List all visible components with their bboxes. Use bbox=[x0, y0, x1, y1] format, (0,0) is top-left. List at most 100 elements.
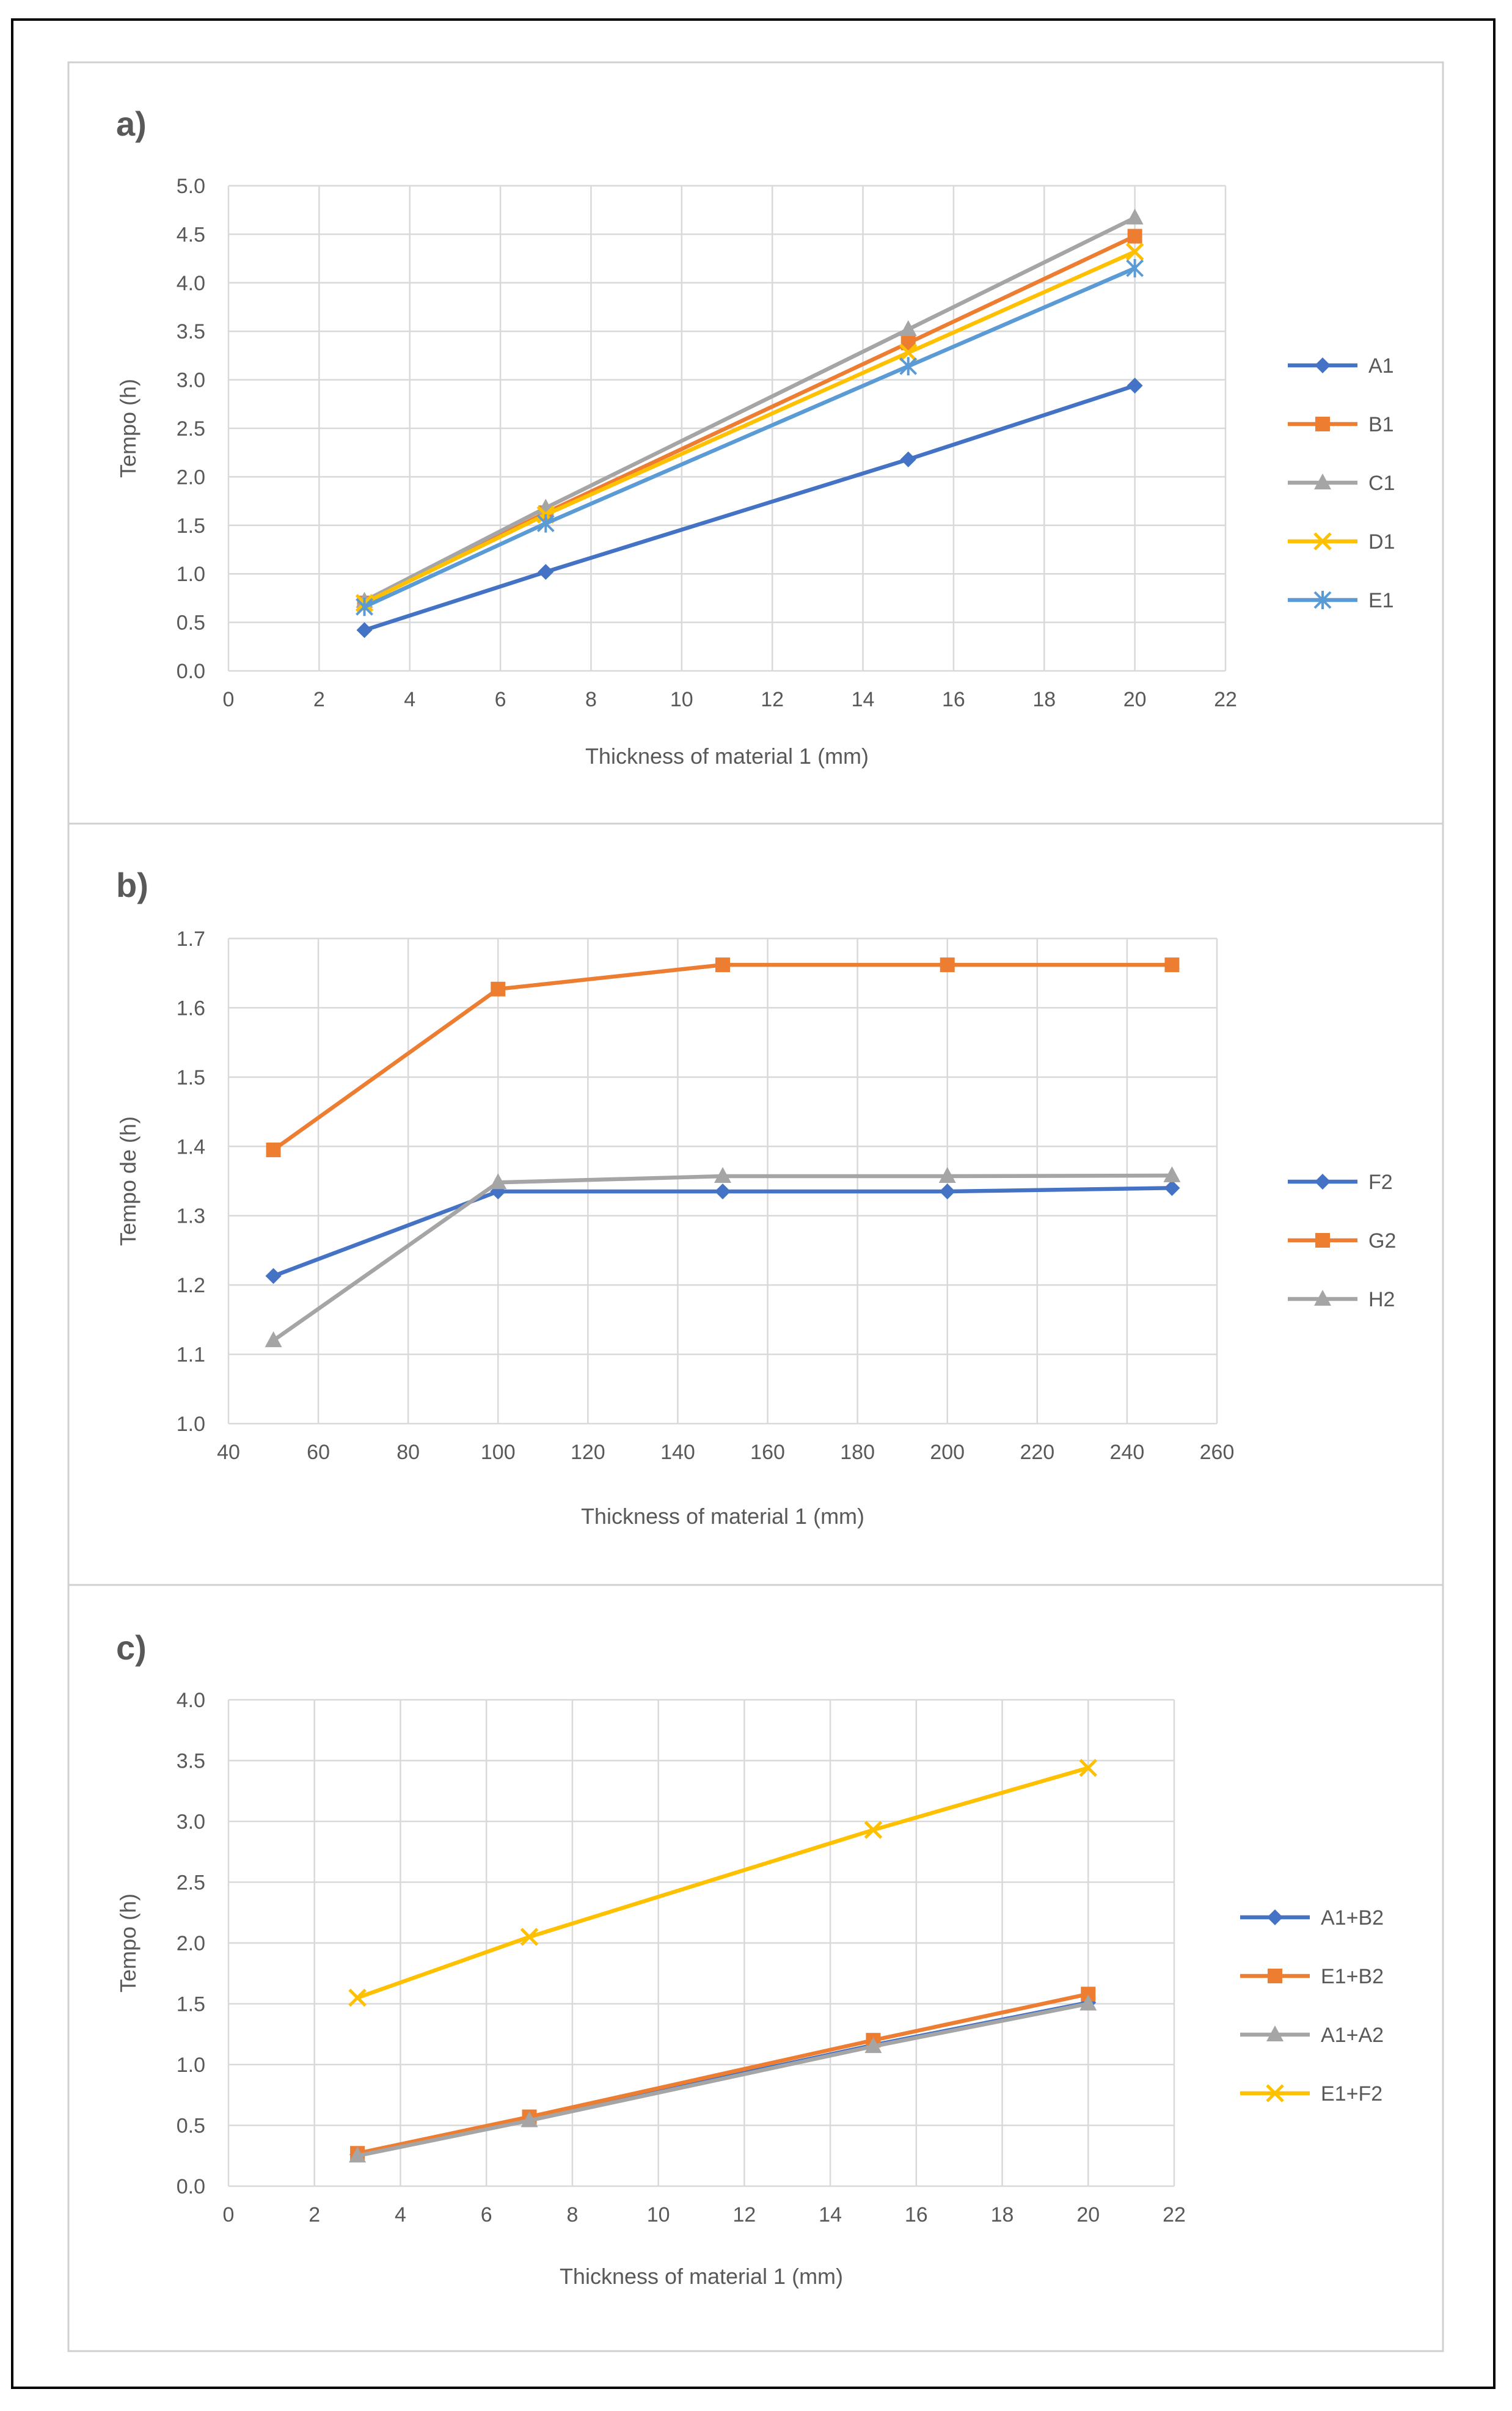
x-tick-label: 10 bbox=[647, 2203, 670, 2226]
data-point bbox=[714, 1167, 731, 1184]
data-point bbox=[1163, 1166, 1181, 1182]
x-tick-label: 20 bbox=[1123, 688, 1147, 711]
y-tick-label: 2.5 bbox=[177, 417, 205, 441]
data-point bbox=[520, 2111, 538, 2127]
chart-a: a) 0 2 4 6 8 10 12 14 16 18 20 22 0.0 0.5 1.0 1.5 2.0 2.5 3… bbox=[115, 104, 1395, 769]
y-tick-label: 0.0 bbox=[177, 660, 205, 683]
legend-label: H2 bbox=[1368, 1288, 1395, 1311]
y-tick-label: 1.0 bbox=[177, 563, 205, 586]
legend-item: F2 bbox=[1288, 1171, 1393, 1194]
x-tick-label: 6 bbox=[481, 2203, 492, 2226]
x-tick-label: 260 bbox=[1200, 1441, 1235, 1464]
y-tick-label: 1.6 bbox=[177, 997, 205, 1020]
y-tick-label: 3.5 bbox=[177, 1750, 205, 1773]
legend-label: A1 bbox=[1368, 354, 1394, 378]
series-line bbox=[355, 1992, 1090, 2156]
data-point bbox=[939, 1184, 955, 1200]
data-point bbox=[520, 1928, 539, 1946]
legend-marker bbox=[1315, 417, 1330, 431]
legend-label: D1 bbox=[1368, 530, 1395, 554]
legend-item: C1 bbox=[1288, 472, 1395, 495]
legend-label: E1+B2 bbox=[1321, 1965, 1384, 1988]
legend-item: A1+B2 bbox=[1240, 1906, 1384, 1930]
x-tick-label: 40 bbox=[217, 1441, 240, 1464]
series-line bbox=[355, 2002, 1090, 2158]
data-point bbox=[899, 320, 917, 337]
x-tick-label: 16 bbox=[905, 2203, 928, 2226]
data-point bbox=[489, 1173, 507, 1190]
series-line bbox=[362, 249, 1137, 605]
series-H2 bbox=[265, 1166, 1181, 1347]
x-tick-label: 140 bbox=[660, 1441, 695, 1464]
x-tick-label: 4 bbox=[395, 2203, 406, 2226]
legend-item: A1+A2 bbox=[1240, 2024, 1384, 2047]
legend-label: F2 bbox=[1368, 1171, 1393, 1194]
y-axis-title: Tempo (h) bbox=[115, 1893, 141, 1992]
legend-marker bbox=[1313, 532, 1332, 551]
x-tick-label: 6 bbox=[495, 688, 506, 711]
legend-marker bbox=[1267, 1909, 1283, 1925]
legend-marker bbox=[1314, 474, 1331, 489]
data-point bbox=[265, 1268, 282, 1284]
x-tick-label: 12 bbox=[732, 2203, 756, 2226]
x-tick-label: 120 bbox=[571, 1441, 605, 1464]
x-tick-label: 200 bbox=[930, 1441, 965, 1464]
chart-c: c) 0 2 4 6 8 10 12 14 16 18 20 22 0.0 0.5 1.0 1.5 2.0 2.5 3… bbox=[115, 1628, 1384, 2289]
x-tick-label: 180 bbox=[840, 1441, 875, 1464]
legend-item: E1+F2 bbox=[1240, 2082, 1382, 2106]
y-tick-label: 1.2 bbox=[177, 1274, 205, 1297]
data-point bbox=[864, 2037, 882, 2054]
series-E1 bbox=[356, 258, 1144, 616]
panel-label: a) bbox=[116, 104, 147, 143]
legend-item: B1 bbox=[1288, 413, 1394, 436]
x-tick-label: 14 bbox=[852, 688, 875, 711]
y-tick-label: 5.0 bbox=[177, 175, 205, 198]
y-tick-label: 1.5 bbox=[177, 1066, 205, 1089]
legend-label: C1 bbox=[1368, 472, 1395, 495]
x-tick-label: 60 bbox=[307, 1441, 330, 1464]
data-point bbox=[899, 343, 918, 362]
y-tick-label: 1.7 bbox=[177, 927, 205, 951]
y-tick-label: 2.5 bbox=[177, 1871, 205, 1895]
y-tick-label: 1.0 bbox=[177, 2054, 205, 2077]
y-tick-label: 2.0 bbox=[177, 1932, 205, 1955]
data-point bbox=[1127, 378, 1143, 394]
y-tick-label: 0.5 bbox=[177, 2115, 205, 2138]
y-tick-label: 4.5 bbox=[177, 223, 205, 246]
series-G2 bbox=[266, 957, 1180, 1157]
x-tick-label: 22 bbox=[1214, 688, 1237, 711]
legend-item: E1+B2 bbox=[1240, 1965, 1384, 1988]
data-point bbox=[491, 981, 506, 997]
x-tick-label: 4 bbox=[404, 688, 415, 711]
x-tick-label: 0 bbox=[223, 2203, 235, 2226]
legend-label: A1+A2 bbox=[1321, 2024, 1384, 2047]
x-axis-title: Thickness of material 1 (mm) bbox=[585, 744, 869, 769]
legend-marker bbox=[1315, 1233, 1330, 1248]
legend-label: A1+B2 bbox=[1321, 1906, 1384, 1930]
data-point bbox=[899, 357, 918, 376]
data-point bbox=[1126, 258, 1144, 277]
x-tick-label: 160 bbox=[750, 1441, 785, 1464]
data-point bbox=[1079, 1758, 1098, 1777]
data-point bbox=[864, 1821, 883, 1839]
y-tick-label: 2.0 bbox=[177, 466, 205, 489]
x-tick-label: 0 bbox=[223, 688, 235, 711]
x-tick-label: 10 bbox=[670, 688, 693, 711]
y-tick-label: 3.5 bbox=[177, 320, 205, 343]
data-point bbox=[266, 1142, 281, 1157]
data-point bbox=[349, 2146, 367, 2163]
x-axis-title: Thickness of material 1 (mm) bbox=[581, 1504, 864, 1529]
series-A1+A2 bbox=[349, 1994, 1097, 2163]
y-tick-label: 3.0 bbox=[177, 1810, 205, 1834]
y-tick-label: 1.5 bbox=[177, 1993, 205, 2016]
data-point bbox=[1164, 957, 1180, 973]
chart-area-border-c bbox=[67, 1584, 1444, 2352]
data-point bbox=[1125, 243, 1144, 261]
legend-marker bbox=[1266, 2084, 1284, 2102]
legend-label: E1+F2 bbox=[1321, 2082, 1382, 2106]
x-tick-label: 240 bbox=[1110, 1441, 1145, 1464]
legend-marker bbox=[1314, 1290, 1331, 1306]
legend-item: G2 bbox=[1288, 1229, 1396, 1253]
legend-label: B1 bbox=[1368, 413, 1394, 436]
series-line bbox=[355, 1766, 1090, 2000]
